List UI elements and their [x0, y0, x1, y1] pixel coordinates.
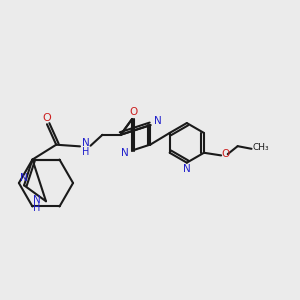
Text: N: N — [121, 148, 129, 158]
Text: O: O — [222, 149, 230, 159]
Text: N: N — [82, 138, 90, 148]
Text: CH₃: CH₃ — [253, 143, 269, 152]
Text: N: N — [183, 164, 190, 174]
Text: O: O — [43, 112, 51, 123]
Text: H: H — [33, 203, 40, 213]
Text: N: N — [154, 116, 162, 126]
Text: N: N — [20, 173, 28, 183]
Text: H: H — [82, 147, 90, 157]
Text: N: N — [33, 195, 40, 205]
Text: O: O — [130, 107, 138, 118]
